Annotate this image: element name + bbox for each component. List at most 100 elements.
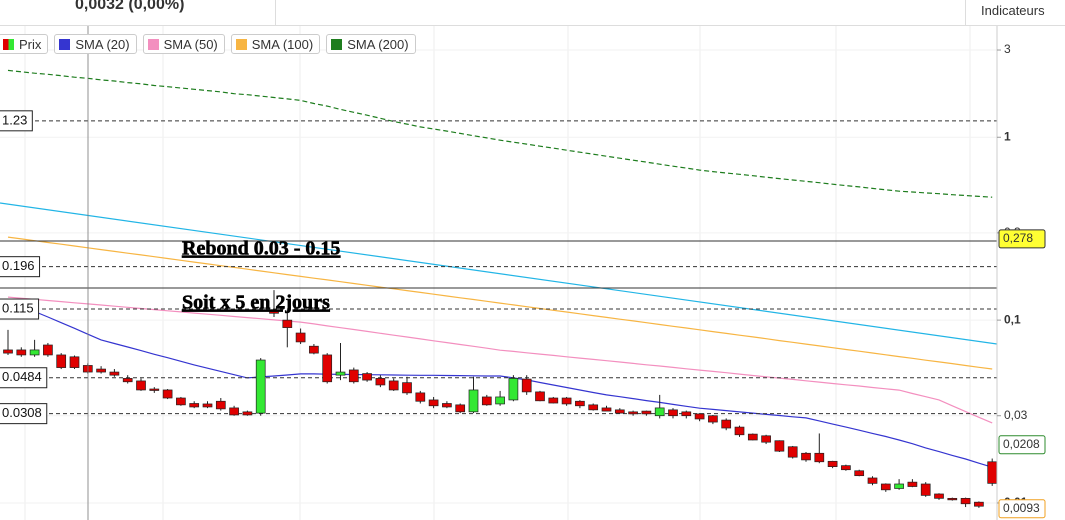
candle-body [269, 309, 279, 314]
candle-body [149, 388, 160, 391]
candle-body [827, 460, 838, 467]
candle-body [56, 354, 67, 368]
candle-body [468, 389, 479, 413]
level-label: 1.23 [2, 112, 27, 127]
price-badge [998, 229, 1046, 249]
legend-swatch [331, 38, 343, 50]
level-label: 0.115 [2, 300, 34, 315]
candle-body [561, 397, 572, 405]
legend-item[interactable]: SMA (50) [142, 34, 225, 54]
level-box [0, 403, 48, 425]
level-label: 0.196 [2, 258, 35, 273]
candle-body [122, 378, 133, 383]
price-badge [998, 499, 1046, 519]
candle-body [801, 452, 811, 461]
candle-body [189, 403, 200, 408]
candle-body [428, 399, 439, 407]
candle-body [641, 410, 652, 415]
legend-label: SMA (200) [347, 36, 409, 52]
header-bar: 0,0032 (0,00%) Indicateurs [0, 0, 1065, 26]
candle-body [708, 415, 718, 423]
candle-body [787, 446, 798, 458]
price-badge-label: 0,278 [1003, 231, 1033, 245]
candle-body [601, 407, 612, 412]
level-label: 0.0484 [2, 369, 42, 384]
legend-label: SMA (50) [163, 36, 218, 52]
indicators-button[interactable]: Indicateurs [981, 3, 1045, 18]
price-badge [998, 435, 1046, 455]
sma-line [7, 69, 993, 198]
candle-body [43, 344, 53, 356]
candle-body [442, 403, 452, 408]
level-label: 0.0308 [2, 405, 42, 420]
sma-line [7, 236, 993, 370]
candle-body [255, 359, 266, 414]
candle-body [920, 483, 931, 496]
grid [0, 26, 997, 520]
legend-item[interactable]: SMA (100) [230, 34, 321, 54]
candle-body [721, 419, 732, 429]
legend-label: SMA (100) [251, 36, 314, 52]
candle-body [614, 409, 625, 414]
candle-body [495, 396, 505, 405]
candle-body [734, 426, 745, 436]
level-box [0, 298, 40, 320]
candle-body [575, 400, 585, 407]
candle-body [814, 452, 825, 463]
legend-swatch [147, 38, 159, 50]
y-tick-label: 3 [1004, 42, 1011, 56]
level-box [0, 110, 33, 132]
candle-body [388, 380, 399, 391]
candle-body [628, 411, 638, 415]
candle-body [335, 371, 346, 376]
legend-swatch [235, 38, 247, 50]
candle-body [16, 349, 27, 356]
legend-item[interactable]: SMA (20) [54, 34, 137, 54]
candle-body [229, 407, 239, 416]
candle-body [774, 440, 785, 452]
candle-body [3, 349, 13, 354]
candle-body [841, 465, 851, 471]
candle-body [974, 501, 984, 507]
candle-body [761, 435, 771, 443]
candle-body [747, 433, 758, 441]
candle-body [907, 481, 918, 487]
candle-body [934, 493, 944, 499]
candle-body [521, 378, 532, 393]
candle-body [215, 400, 226, 410]
sma-line [7, 296, 993, 424]
legend: Prix SMA (20) SMA (50) SMA (100) SMA (200) [0, 34, 416, 54]
badges: 0,278 0,0208 0,0093 [998, 229, 1046, 519]
candle-body [282, 319, 293, 328]
candle-body [375, 378, 386, 386]
candle-body [668, 409, 678, 417]
candle-body [109, 371, 120, 376]
annotation: Soit x 5 en 2jours [182, 292, 330, 314]
plot-area: 1.23 0.196 0.115 0.0484 0.0308 Rebond 0.03 -… [0, 26, 997, 520]
candle-body [202, 403, 213, 408]
price-badge-label: 0,0208 [1003, 437, 1040, 451]
legend-swatch [3, 38, 14, 50]
candle-body [415, 392, 426, 402]
moving-averages [7, 69, 993, 468]
candle-body [69, 356, 80, 368]
legend-item[interactable]: SMA (200) [326, 34, 416, 54]
candle-body [162, 389, 173, 399]
trend-line [0, 202, 997, 345]
separator [275, 0, 276, 26]
candle-body [947, 497, 958, 501]
candle-body [295, 332, 306, 343]
candle-body [854, 470, 865, 477]
legend-label: SMA (20) [75, 36, 130, 52]
legend-item[interactable]: Prix [0, 34, 49, 54]
candle-body [987, 461, 997, 484]
annotation: Rebond 0.03 - 0.15 [182, 238, 340, 260]
candle-body [481, 396, 492, 406]
separator [965, 0, 966, 26]
candle-body [348, 369, 359, 383]
legend-swatch [59, 38, 71, 50]
candle-body [548, 397, 559, 404]
candle-body [894, 483, 904, 489]
quote: 0,0032 (0,00%) [75, 0, 185, 13]
